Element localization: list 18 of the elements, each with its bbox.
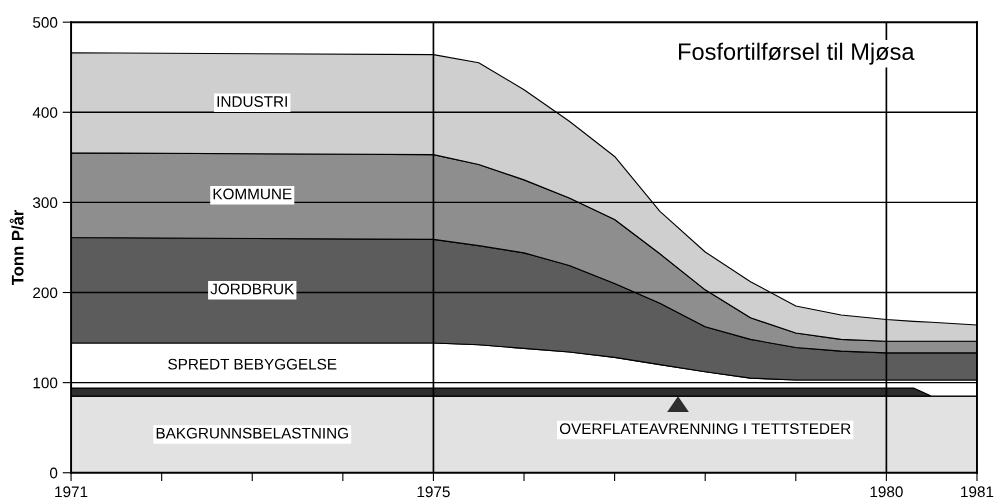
series-label: INDUSTRI xyxy=(217,96,287,107)
y-tick-label: 500 xyxy=(33,17,58,28)
x-tick-label: 1971 xyxy=(55,486,88,498)
y-tick-label: 200 xyxy=(33,287,58,299)
y-tick-label: 0 xyxy=(49,467,58,479)
series-label: JORDBRUK xyxy=(210,283,295,295)
y-tick-label: 300 xyxy=(32,197,58,209)
y-axis-title: Tonn P/år xyxy=(9,209,24,286)
y-tick-label: 400 xyxy=(32,107,58,118)
x-tick-label: 1980 xyxy=(870,486,903,498)
legend-label: OVERFLATEAVRENNING I TETTSTEDER xyxy=(559,423,851,435)
x-tick-label: 1975 xyxy=(417,486,450,498)
series-label: SPREDT BEBYGGELSE xyxy=(168,358,337,370)
y-tick-label: 100 xyxy=(33,377,58,389)
x-tick-label: 1981 xyxy=(961,486,994,498)
series-label: KOMMUNE xyxy=(213,188,292,200)
text: Fosfortilførsel til Mjøsa xyxy=(679,42,915,65)
series-label: BAKGRUNNSBELASTNING xyxy=(156,427,348,439)
